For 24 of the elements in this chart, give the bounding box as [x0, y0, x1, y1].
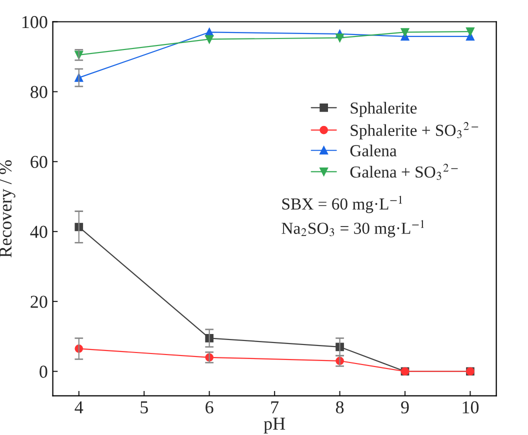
annotation: SBX = 60 mg·L$^{−1}$ [282, 196, 402, 214]
x-tick-label: 10 [462, 401, 479, 414]
y-tick-label: 60 [30, 156, 48, 168]
legend-label: Galena [350, 144, 397, 156]
point [400, 28, 410, 36]
x-tick-label: 8 [336, 401, 344, 414]
y-tick-label: 100 [22, 16, 48, 28]
y-tick-label: 0 [40, 366, 48, 378]
legend-label: Sphalerite [350, 102, 417, 118]
y-tick-label: 80 [30, 86, 48, 98]
y-tick-label: 20 [30, 296, 48, 308]
x-tick-label: 9 [401, 401, 409, 414]
point [336, 34, 344, 42]
x-tick-label: 6 [206, 401, 214, 414]
x-axis-title: pH [264, 418, 286, 434]
legend-label: Galena + SO$_{3}$$^{2−}$ [350, 164, 458, 180]
point [205, 35, 214, 44]
point [466, 27, 474, 36]
legend-label: Sphalerite + SO$_{3}$$^{2−}$ [350, 122, 478, 140]
annotation: Na$_{2}$SO$_{3}$ = 30 mg·L$^{−1}$ [282, 220, 424, 238]
y-tick-label: 40 [30, 226, 48, 238]
x-tick-label: 7 [271, 401, 279, 414]
x-tick-label: 4 [74, 401, 84, 414]
x-tick-label: 5 [140, 401, 148, 414]
